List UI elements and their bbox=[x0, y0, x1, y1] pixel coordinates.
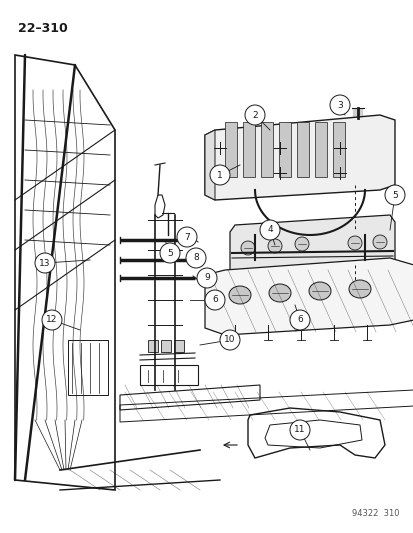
Circle shape bbox=[177, 227, 197, 247]
Text: 5: 5 bbox=[167, 248, 173, 257]
Ellipse shape bbox=[348, 280, 370, 298]
Circle shape bbox=[240, 241, 254, 255]
Text: 2: 2 bbox=[252, 110, 257, 119]
Ellipse shape bbox=[308, 282, 330, 300]
Text: 10: 10 bbox=[224, 335, 235, 344]
Circle shape bbox=[267, 239, 281, 253]
FancyBboxPatch shape bbox=[173, 340, 183, 352]
Text: 6: 6 bbox=[297, 316, 302, 325]
Text: 94322  310: 94322 310 bbox=[351, 509, 399, 518]
FancyBboxPatch shape bbox=[242, 122, 254, 177]
Circle shape bbox=[259, 220, 279, 240]
Ellipse shape bbox=[228, 286, 250, 304]
Circle shape bbox=[289, 310, 309, 330]
Circle shape bbox=[289, 420, 309, 440]
Text: 7: 7 bbox=[184, 232, 190, 241]
FancyBboxPatch shape bbox=[224, 122, 236, 177]
Text: 1: 1 bbox=[216, 171, 222, 180]
Text: 6: 6 bbox=[211, 295, 217, 304]
Polygon shape bbox=[204, 258, 413, 335]
Circle shape bbox=[347, 236, 361, 250]
Circle shape bbox=[384, 185, 404, 205]
Text: 3: 3 bbox=[336, 101, 342, 109]
Circle shape bbox=[372, 235, 386, 249]
Text: 22–310: 22–310 bbox=[18, 22, 68, 35]
Circle shape bbox=[159, 243, 180, 263]
Text: 12: 12 bbox=[46, 316, 57, 325]
Circle shape bbox=[244, 105, 264, 125]
Text: 13: 13 bbox=[39, 259, 51, 268]
Circle shape bbox=[35, 253, 55, 273]
Text: 11: 11 bbox=[294, 425, 305, 434]
FancyBboxPatch shape bbox=[296, 122, 308, 177]
FancyBboxPatch shape bbox=[161, 340, 171, 352]
FancyBboxPatch shape bbox=[147, 340, 158, 352]
Polygon shape bbox=[204, 130, 214, 200]
Polygon shape bbox=[230, 215, 394, 278]
Text: 8: 8 bbox=[192, 254, 198, 262]
Circle shape bbox=[185, 248, 206, 268]
Circle shape bbox=[197, 268, 216, 288]
Circle shape bbox=[329, 95, 349, 115]
Circle shape bbox=[209, 165, 230, 185]
Ellipse shape bbox=[268, 284, 290, 302]
FancyBboxPatch shape bbox=[278, 122, 290, 177]
Circle shape bbox=[294, 237, 308, 251]
Circle shape bbox=[42, 310, 62, 330]
FancyBboxPatch shape bbox=[332, 122, 344, 177]
Text: 4: 4 bbox=[266, 225, 272, 235]
Circle shape bbox=[204, 290, 224, 310]
Polygon shape bbox=[204, 115, 394, 200]
Circle shape bbox=[219, 330, 240, 350]
Text: 5: 5 bbox=[391, 190, 397, 199]
Text: 9: 9 bbox=[204, 273, 209, 282]
FancyBboxPatch shape bbox=[314, 122, 326, 177]
FancyBboxPatch shape bbox=[260, 122, 272, 177]
